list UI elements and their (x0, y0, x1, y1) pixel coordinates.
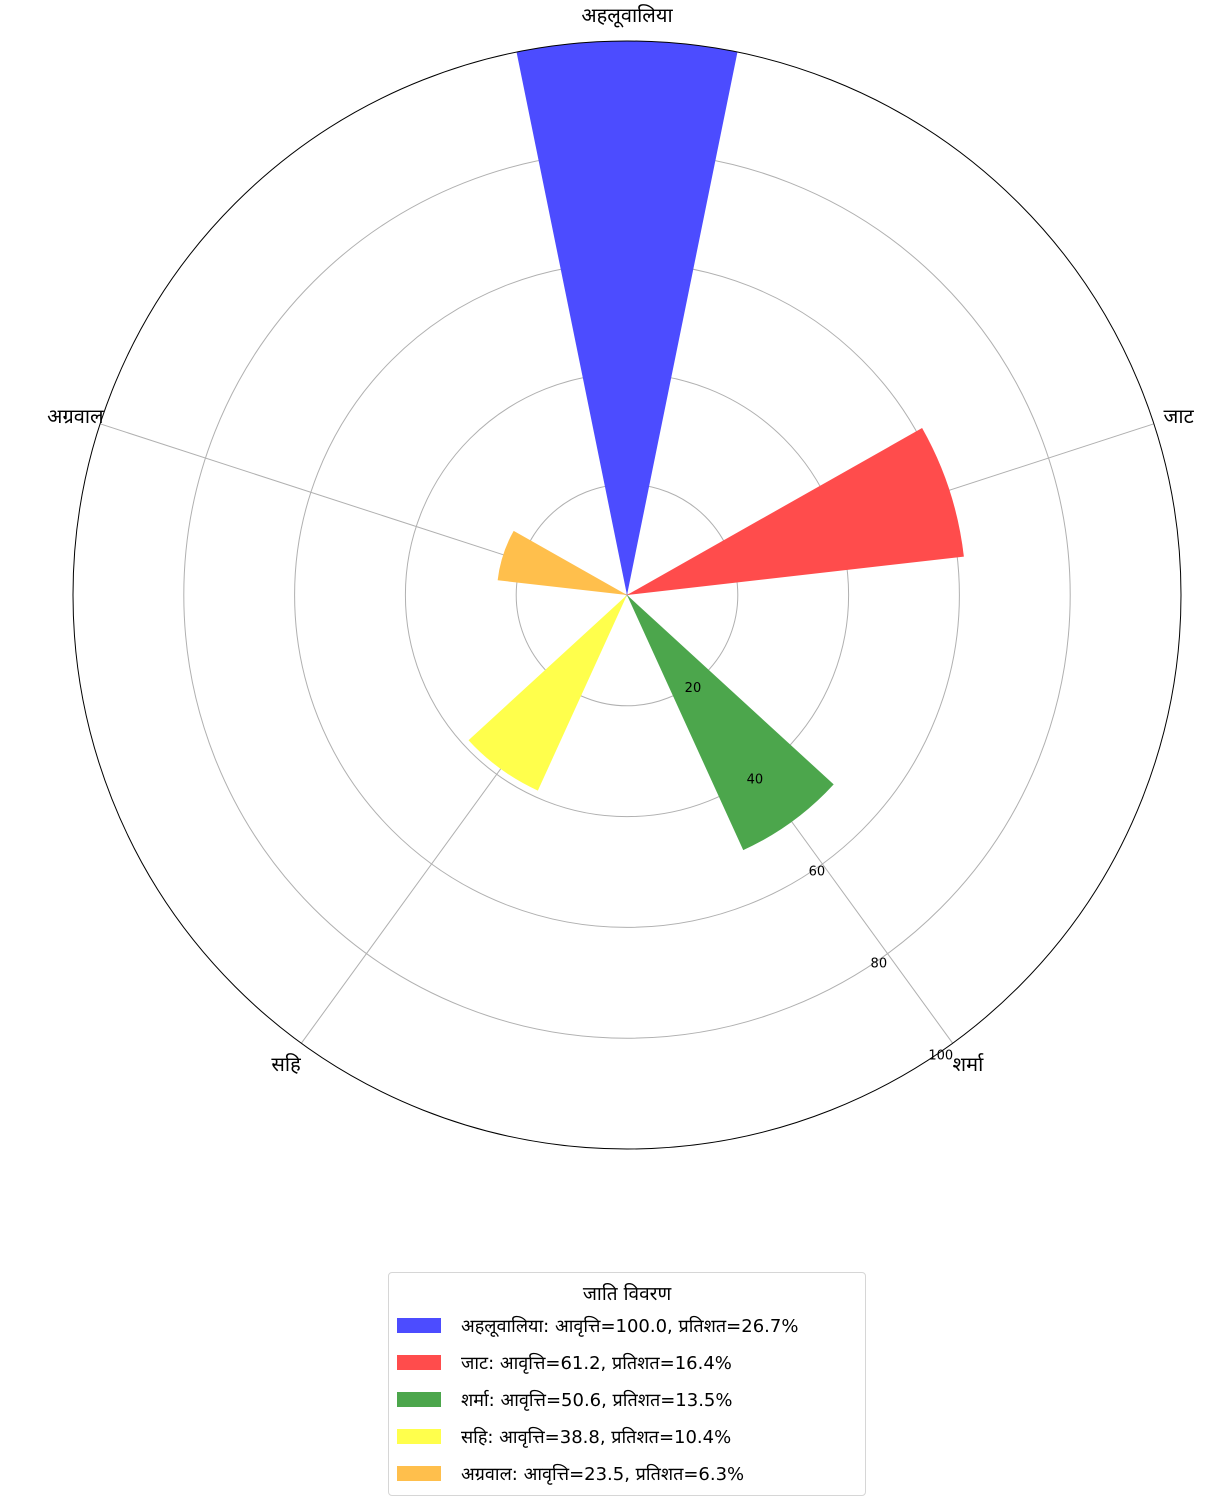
bar-2 (627, 428, 964, 595)
legend-item: सहि: आवृत्ति=38.8, प्रतिशत=10.4% (389, 1418, 865, 1455)
radial-tick-label: 40 (747, 773, 764, 788)
bar-1 (516, 41, 738, 596)
legend-swatch (397, 1466, 441, 1481)
legend-swatch (397, 1429, 441, 1444)
legend-label: शर्मा: आवृत्ति=50.6, प्रतिशत=13.5% (461, 1389, 733, 1411)
legend-label: अहलूवालिया: आवृत्ति=100.0, प्रतिशत=26.7% (461, 1315, 799, 1337)
category-label: सहि (271, 1052, 301, 1076)
legend-item: शर्मा: आवृत्ति=50.6, प्रतिशत=13.5% (389, 1381, 865, 1418)
legend-label: सहि: आवृत्ति=38.8, प्रतिशत=10.4% (461, 1426, 732, 1448)
bar-3 (627, 595, 834, 851)
legend-title: जाति विवरण (582, 1283, 672, 1305)
legend-swatch (397, 1318, 441, 1333)
polar-frame (72, 40, 1182, 1150)
category-label: जाट (1164, 404, 1195, 428)
legend-swatch (397, 1392, 441, 1407)
legend-label: अग्रवाल: आवृत्ति=23.5, प्रतिशत=6.3% (461, 1463, 745, 1485)
category-label: शर्मा (953, 1052, 985, 1076)
legend-swatch (397, 1355, 441, 1370)
bar-5 (497, 530, 627, 595)
radial-tick-label: 60 (809, 865, 826, 880)
legend-item: अहलूवालिया: आवृत्ति=100.0, प्रतिशत=26.7% (389, 1307, 865, 1344)
legend-item: अग्रवाल: आवृत्ति=23.5, प्रतिशत=6.3% (389, 1455, 865, 1492)
legend-label: जाट: आवृत्ति=61.2, प्रतिशत=16.4% (461, 1352, 732, 1374)
legend: जाति विवरण अहलूवालिया: आवृत्ति=100.0, प्… (388, 1272, 866, 1496)
bar-4 (468, 595, 627, 791)
radial-tick-label: 80 (871, 956, 888, 971)
polar-bar-chart: अहलूवालिया जाट शर्मा सहि अग्रवाल 20 40 60 80 100 (47, 3, 1195, 1150)
bars-layer (468, 41, 964, 851)
legend-item: जाट: आवृत्ति=61.2, प्रतिशत=16.4% (389, 1344, 865, 1381)
radial-tick-labels: 20 40 60 80 100 (685, 681, 954, 1063)
category-label: अग्रवाल (47, 404, 104, 428)
radial-tick-label: 100 (928, 1048, 953, 1063)
category-labels: अहलूवालिया जाट शर्मा सहि अग्रवाल (47, 3, 1194, 1076)
category-label: अहलूवालिया (581, 3, 673, 28)
radial-tick-label: 20 (685, 681, 702, 696)
